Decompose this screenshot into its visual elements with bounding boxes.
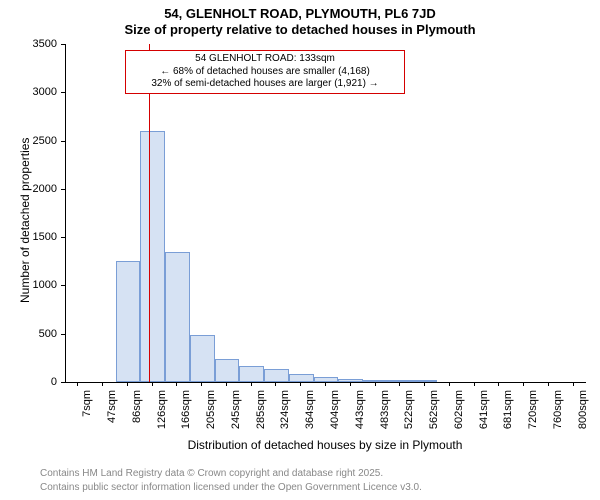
x-tick-mark <box>474 382 475 386</box>
x-tick-label: 404sqm <box>329 390 341 440</box>
x-tick-mark <box>350 382 351 386</box>
x-tick-mark <box>251 382 252 386</box>
x-tick-label: 443sqm <box>354 390 366 440</box>
x-tick-mark <box>300 382 301 386</box>
x-tick-mark <box>127 382 128 386</box>
x-tick-label: 681sqm <box>502 390 514 440</box>
y-tick-mark <box>61 141 65 142</box>
title-line-2: Size of property relative to detached ho… <box>0 22 600 37</box>
info-box-line: 32% of semi-detached houses are larger (… <box>130 78 400 91</box>
x-tick-mark <box>102 382 103 386</box>
x-tick-mark <box>548 382 549 386</box>
property-info-box: 54 GLENHOLT ROAD: 133sqm← 68% of detache… <box>125 50 405 94</box>
x-tick-mark <box>498 382 499 386</box>
x-tick-label: 245sqm <box>230 390 242 440</box>
x-tick-mark <box>77 382 78 386</box>
y-tick-mark <box>61 189 65 190</box>
x-tick-label: 324sqm <box>279 390 291 440</box>
x-tick-mark <box>399 382 400 386</box>
x-tick-label: 760sqm <box>552 390 564 440</box>
y-tick-label: 3500 <box>0 38 57 50</box>
x-tick-label: 126sqm <box>156 390 168 440</box>
y-tick-label: 1500 <box>0 231 57 243</box>
x-tick-mark <box>201 382 202 386</box>
y-tick-label: 0 <box>0 376 57 388</box>
x-tick-label: 166sqm <box>180 390 192 440</box>
x-tick-mark <box>573 382 574 386</box>
histogram-bar <box>190 335 215 382</box>
title-line-1: 54, GLENHOLT ROAD, PLYMOUTH, PL6 7JD <box>0 6 600 21</box>
x-tick-label: 483sqm <box>379 390 391 440</box>
histogram-bar <box>165 252 190 382</box>
x-tick-mark <box>375 382 376 386</box>
x-tick-label: 720sqm <box>527 390 539 440</box>
plot-area <box>65 44 586 383</box>
footer-line-1: Contains HM Land Registry data © Crown c… <box>0 468 600 479</box>
x-tick-label: 205sqm <box>205 390 217 440</box>
histogram-bar <box>264 369 289 382</box>
footer-line-2: Contains public sector information licen… <box>0 482 600 493</box>
y-tick-mark <box>61 44 65 45</box>
x-tick-label: 47sqm <box>106 390 118 440</box>
histogram-bar <box>363 380 388 382</box>
histogram-bar <box>239 366 264 382</box>
x-tick-mark <box>523 382 524 386</box>
y-tick-label: 3000 <box>0 86 57 98</box>
histogram-bar <box>140 131 165 382</box>
histogram-bar <box>116 261 141 382</box>
x-tick-mark <box>424 382 425 386</box>
x-tick-label: 522sqm <box>403 390 415 440</box>
x-tick-label: 364sqm <box>304 390 316 440</box>
y-tick-label: 2000 <box>0 183 57 195</box>
x-tick-mark <box>325 382 326 386</box>
x-tick-label: 86sqm <box>131 390 143 440</box>
x-tick-mark <box>275 382 276 386</box>
y-axis-label: Number of detached properties <box>18 138 32 303</box>
property-marker-line <box>149 44 150 382</box>
histogram-bar <box>289 374 314 382</box>
info-box-line: ← 68% of detached houses are smaller (4,… <box>130 66 400 79</box>
y-tick-mark <box>61 92 65 93</box>
y-tick-mark <box>61 237 65 238</box>
x-tick-label: 641sqm <box>478 390 490 440</box>
x-tick-mark <box>152 382 153 386</box>
x-axis-label: Distribution of detached houses by size … <box>65 438 585 452</box>
y-tick-mark <box>61 382 65 383</box>
x-tick-label: 562sqm <box>428 390 440 440</box>
y-tick-label: 500 <box>0 328 57 340</box>
histogram-bar <box>338 379 363 382</box>
y-tick-mark <box>61 334 65 335</box>
x-tick-mark <box>226 382 227 386</box>
info-box-line: 54 GLENHOLT ROAD: 133sqm <box>130 53 400 66</box>
x-tick-mark <box>176 382 177 386</box>
x-tick-label: 7sqm <box>81 390 93 440</box>
x-tick-label: 800sqm <box>577 390 589 440</box>
y-tick-label: 2500 <box>0 135 57 147</box>
histogram-bar <box>215 359 240 382</box>
x-tick-label: 285sqm <box>255 390 267 440</box>
y-tick-label: 1000 <box>0 279 57 291</box>
x-tick-label: 602sqm <box>453 390 465 440</box>
x-tick-mark <box>449 382 450 386</box>
y-tick-mark <box>61 285 65 286</box>
chart-container: 54, GLENHOLT ROAD, PLYMOUTH, PL6 7JD Siz… <box>0 0 600 500</box>
